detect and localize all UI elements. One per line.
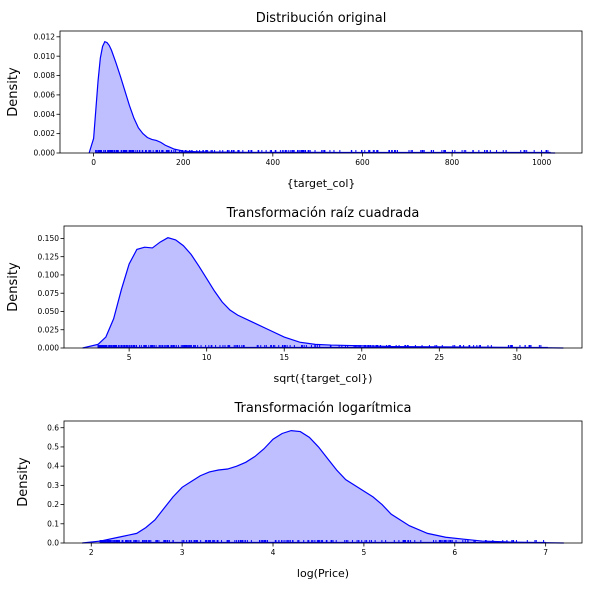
chart-title: Distribución original bbox=[256, 11, 387, 26]
y-tick-label: 0.002 bbox=[34, 129, 56, 138]
y-tick-label: 0.000 bbox=[38, 344, 60, 353]
y-tick-label: 0.004 bbox=[34, 110, 56, 119]
plot-frame bbox=[59, 30, 583, 154]
x-tick-label: 0 bbox=[91, 158, 96, 167]
x-tick-label: 20 bbox=[357, 353, 367, 362]
y-tick-label: 0.008 bbox=[34, 71, 56, 80]
chart-title: Transformación raíz cuadrada bbox=[226, 206, 420, 221]
plot-frame bbox=[63, 225, 583, 349]
y-tick-label: 0.6 bbox=[47, 423, 59, 432]
rug-marks bbox=[97, 345, 548, 349]
y-tick-label: 0.025 bbox=[38, 325, 60, 334]
y-tick-label: 0.006 bbox=[34, 91, 56, 100]
x-tick-label: 800 bbox=[445, 158, 460, 167]
y-tick-label: 0.100 bbox=[38, 271, 60, 280]
y-tick-label: 0.0 bbox=[47, 539, 59, 548]
x-tick-label: 30 bbox=[512, 353, 522, 362]
x-tick-label: 400 bbox=[266, 158, 281, 167]
y-tick-label: 0.012 bbox=[34, 32, 56, 41]
y-tick-label: 0.5 bbox=[47, 443, 59, 452]
rug-marks bbox=[95, 150, 551, 154]
y-axis-label: Density bbox=[6, 67, 21, 117]
density-line bbox=[82, 430, 564, 544]
chart-panel-1: Distribución original 0 200 400 600 800 1000 0.… bbox=[6, 11, 583, 190]
y-tick-label: 0.125 bbox=[38, 252, 60, 261]
x-tick-label: 200 bbox=[176, 158, 191, 167]
x-axis-label: log(Price) bbox=[297, 567, 349, 580]
density-area bbox=[82, 430, 564, 543]
x-tick-label: 3 bbox=[180, 548, 185, 557]
x-tick-label: 5 bbox=[127, 353, 132, 362]
x-tick-label: 4 bbox=[271, 548, 276, 557]
y-tick-label: 0.000 bbox=[34, 149, 56, 158]
y-tick-label: 0.150 bbox=[38, 234, 60, 243]
y-tick-label: 0.050 bbox=[38, 307, 60, 316]
density-line bbox=[88, 40, 556, 154]
y-tick-label: 0.4 bbox=[47, 462, 59, 471]
x-tick-label: 5 bbox=[362, 548, 367, 557]
y-axis-label: Density bbox=[16, 457, 31, 507]
x-tick-label: 2 bbox=[89, 548, 94, 557]
x-axis-label: sqrt({target_col}) bbox=[274, 372, 373, 385]
y-tick-label: 0.1 bbox=[47, 519, 59, 528]
x-tick-label: 25 bbox=[435, 353, 445, 362]
chart-panel-2: Transformación raíz cuadrada 5 10 15 20 25 30 0… bbox=[6, 206, 583, 385]
density-area bbox=[89, 41, 556, 153]
x-axis-label: {target_col} bbox=[287, 177, 356, 190]
y-tick-label: 0.075 bbox=[38, 289, 60, 298]
x-tick-label: 600 bbox=[355, 158, 370, 167]
x-tick-label: 15 bbox=[279, 353, 289, 362]
y-tick-label: 0.2 bbox=[47, 500, 59, 509]
y-tick-label: 0.3 bbox=[47, 481, 59, 490]
density-area bbox=[82, 237, 564, 348]
chart-panel-3: Transformación logarítmica 2 3 4 5 6 7 0.0 0.1 0.… bbox=[16, 401, 583, 580]
y-axis-label: Density bbox=[6, 262, 21, 312]
y-tick-label: 0.010 bbox=[34, 52, 56, 61]
chart-title: Transformación logarítmica bbox=[234, 401, 412, 416]
x-tick-label: 1000 bbox=[532, 158, 551, 167]
x-tick-label: 6 bbox=[452, 548, 457, 557]
x-tick-label: 7 bbox=[543, 548, 548, 557]
x-tick-label: 10 bbox=[202, 353, 212, 362]
rug-marks bbox=[99, 540, 546, 544]
plot-frame bbox=[63, 420, 583, 544]
